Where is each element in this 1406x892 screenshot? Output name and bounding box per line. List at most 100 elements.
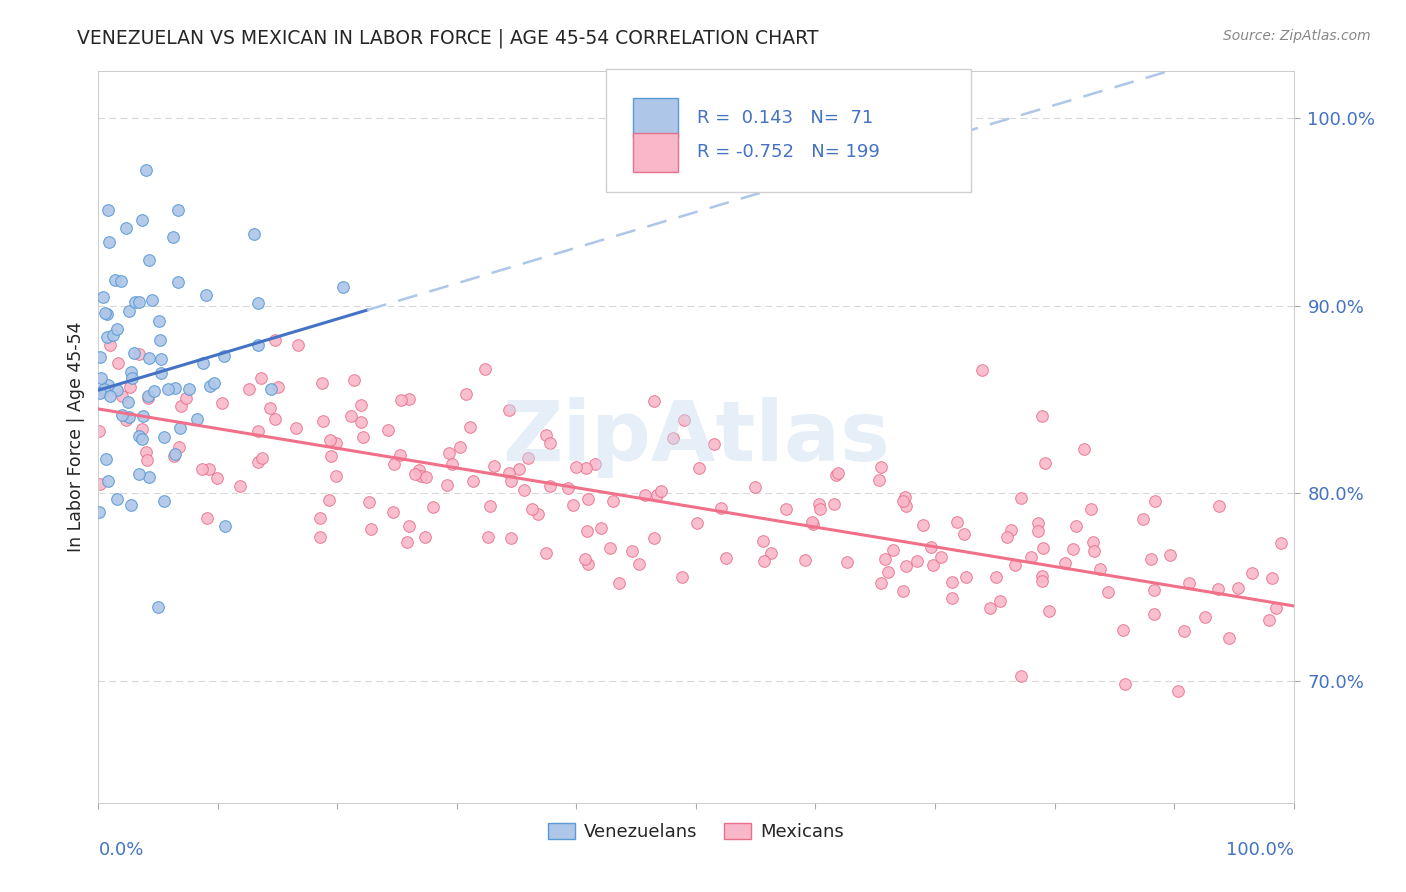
- Point: [1140, 552, 1163, 566]
- Point: [988, 594, 1011, 608]
- Point: [138, 351, 160, 365]
- Text: R =  0.143   N=  71: R = 0.143 N= 71: [697, 109, 873, 127]
- Point: [214, 349, 236, 363]
- Point: [1026, 524, 1049, 538]
- Point: [1132, 512, 1154, 526]
- Point: [135, 453, 157, 467]
- Point: [703, 437, 725, 451]
- FancyBboxPatch shape: [633, 133, 678, 171]
- Point: [148, 314, 170, 328]
- Point: [436, 478, 458, 492]
- Point: [229, 478, 252, 492]
- Point: [138, 470, 160, 484]
- Point: [153, 493, 176, 508]
- Point: [512, 483, 534, 498]
- Point: [688, 461, 710, 475]
- Point: [775, 502, 797, 516]
- Point: [583, 457, 606, 471]
- Point: [308, 511, 330, 525]
- Point: [650, 483, 672, 498]
- Point: [395, 535, 418, 549]
- Point: [1226, 581, 1249, 595]
- Text: ZipAtlas: ZipAtlas: [502, 397, 890, 477]
- Point: [557, 481, 579, 495]
- Point: [287, 338, 309, 352]
- Point: [104, 273, 127, 287]
- Point: [319, 433, 342, 447]
- Point: [870, 576, 893, 591]
- Point: [135, 445, 157, 459]
- Point: [197, 462, 219, 476]
- Point: [1265, 601, 1288, 615]
- Point: [1159, 548, 1181, 562]
- Point: [165, 447, 187, 461]
- Point: [508, 462, 530, 476]
- Point: [1010, 669, 1032, 683]
- Point: [752, 533, 775, 548]
- Point: [260, 382, 283, 396]
- Point: [1083, 544, 1105, 558]
- Point: [177, 382, 200, 396]
- Point: [408, 463, 430, 477]
- Point: [458, 420, 481, 434]
- Point: [89, 386, 111, 401]
- Point: [1257, 613, 1279, 627]
- Point: [574, 552, 596, 566]
- Point: [318, 493, 340, 508]
- Point: [340, 409, 363, 423]
- Point: [325, 469, 347, 483]
- Point: [501, 474, 523, 488]
- Point: [100, 338, 122, 352]
- Point: [995, 530, 1018, 544]
- Point: [120, 380, 142, 394]
- Point: [945, 515, 967, 529]
- Point: [404, 467, 426, 481]
- Point: [167, 440, 190, 454]
- Point: [877, 565, 900, 579]
- Point: [686, 516, 709, 530]
- Point: [1167, 684, 1189, 698]
- Point: [107, 356, 129, 370]
- Point: [247, 296, 270, 310]
- Point: [267, 380, 290, 394]
- Point: [264, 333, 287, 347]
- Point: [128, 347, 150, 361]
- Point: [1081, 534, 1104, 549]
- Point: [246, 425, 269, 439]
- Point: [1010, 491, 1032, 505]
- Point: [1054, 556, 1077, 570]
- Point: [744, 480, 766, 494]
- Point: [190, 461, 212, 475]
- Point: [602, 493, 624, 508]
- Point: [94, 306, 117, 320]
- Point: [920, 540, 942, 554]
- Point: [454, 387, 477, 401]
- Point: [922, 558, 945, 572]
- Point: [422, 500, 444, 514]
- Point: [808, 501, 831, 516]
- Point: [211, 396, 233, 410]
- Point: [311, 414, 333, 428]
- Point: [90, 371, 112, 385]
- Point: [411, 468, 433, 483]
- Point: [162, 230, 184, 244]
- Point: [955, 570, 977, 584]
- Point: [869, 459, 891, 474]
- Point: [169, 421, 191, 435]
- Point: [912, 517, 935, 532]
- Point: [143, 384, 166, 398]
- Point: [526, 507, 548, 521]
- Point: [89, 350, 111, 364]
- Point: [98, 389, 121, 403]
- Point: [135, 163, 157, 178]
- Point: [97, 202, 120, 217]
- Point: [905, 554, 928, 568]
- Point: [415, 470, 437, 484]
- Point: [117, 303, 139, 318]
- Point: [105, 322, 128, 336]
- Point: [520, 502, 543, 516]
- Point: [827, 466, 849, 480]
- Point: [894, 499, 917, 513]
- Point: [1031, 574, 1053, 589]
- Point: [437, 446, 460, 460]
